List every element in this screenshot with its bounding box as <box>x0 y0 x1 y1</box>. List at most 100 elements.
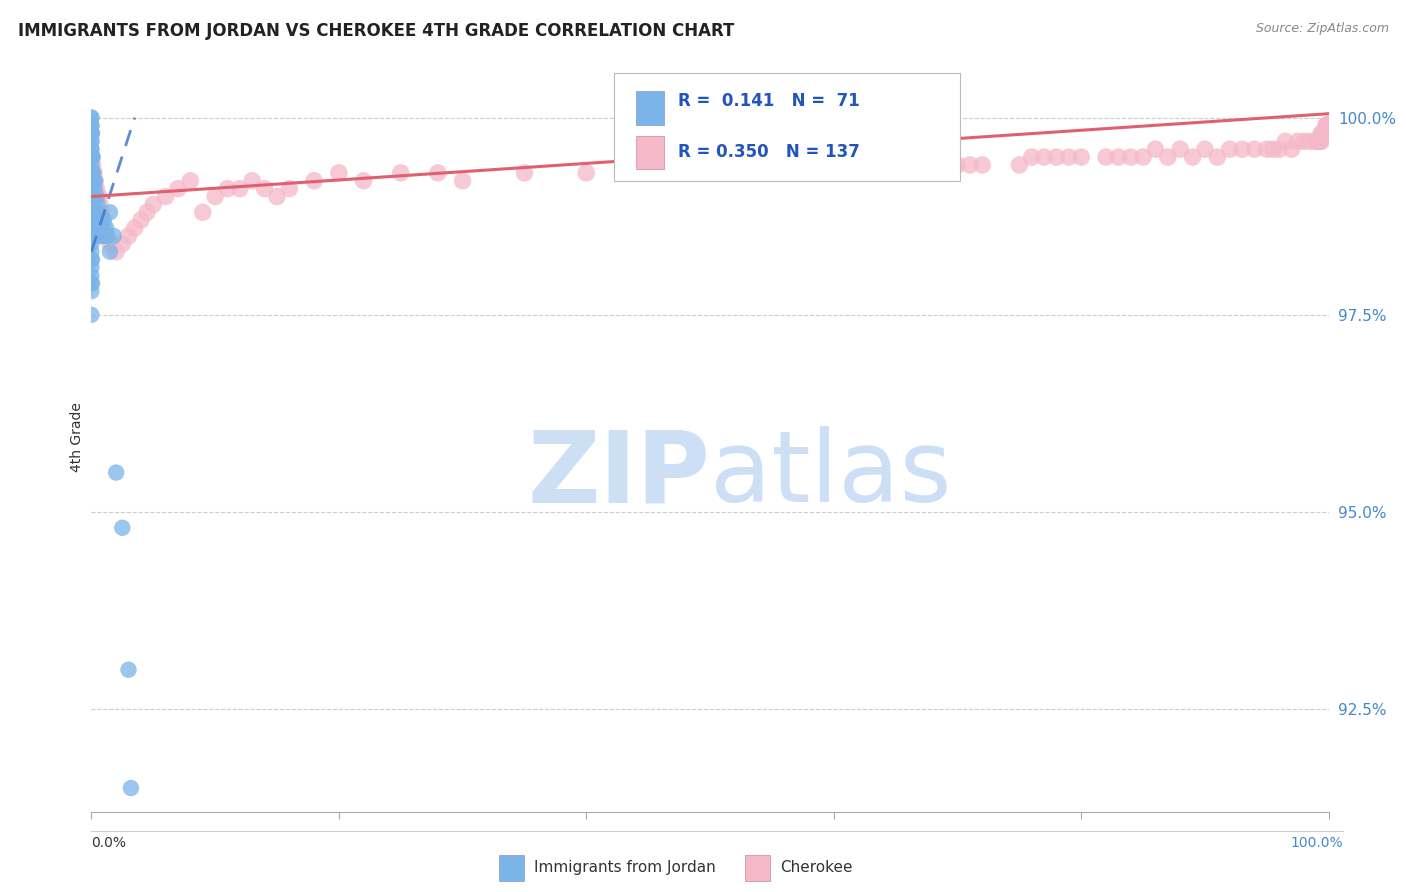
Point <box>80 174 103 188</box>
Point <box>1157 150 1180 164</box>
Point <box>1316 119 1339 133</box>
Point <box>884 158 907 172</box>
Point <box>1305 134 1327 148</box>
Point <box>921 158 943 172</box>
Point <box>82 221 104 235</box>
Point <box>84 197 107 211</box>
Point <box>1281 142 1303 156</box>
Text: IMMIGRANTS FROM JORDAN VS CHEROKEE 4TH GRADE CORRELATION CHART: IMMIGRANTS FROM JORDAN VS CHEROKEE 4TH G… <box>18 22 735 40</box>
Point <box>82 166 104 180</box>
Point <box>1310 127 1333 141</box>
Point <box>83 213 105 227</box>
Point <box>80 134 103 148</box>
Point <box>86 229 108 244</box>
Point <box>82 197 104 211</box>
Point <box>1144 142 1167 156</box>
Point <box>80 134 103 148</box>
Point <box>1315 119 1337 133</box>
Point <box>83 174 105 188</box>
Point <box>89 221 111 235</box>
Point <box>80 277 103 291</box>
Point <box>240 174 263 188</box>
Point <box>1306 134 1329 148</box>
Point <box>80 119 103 133</box>
Point <box>82 197 104 211</box>
Point <box>1316 119 1339 133</box>
Point <box>80 181 103 195</box>
Point <box>90 221 112 235</box>
Point <box>111 521 134 535</box>
Point <box>302 174 325 188</box>
Point <box>426 166 449 180</box>
Point <box>93 221 115 235</box>
Point <box>82 166 104 180</box>
Y-axis label: 4th Grade: 4th Grade <box>70 402 84 472</box>
Point <box>111 236 134 251</box>
Point <box>1261 142 1284 156</box>
Point <box>96 221 118 235</box>
Point <box>86 197 108 211</box>
Point <box>80 229 103 244</box>
Point <box>253 181 276 195</box>
Point <box>1033 150 1056 164</box>
Point <box>84 213 107 227</box>
Point <box>191 205 214 219</box>
Point <box>910 158 932 172</box>
Point <box>1286 134 1309 148</box>
Point <box>1095 150 1118 164</box>
Point <box>761 166 783 180</box>
Point <box>105 244 128 259</box>
Point <box>80 205 103 219</box>
Text: atlas: atlas <box>710 426 952 523</box>
Point <box>1316 119 1339 133</box>
Point <box>80 166 103 180</box>
Point <box>89 197 111 211</box>
Point <box>86 213 108 227</box>
Text: R = 0.350   N = 137: R = 0.350 N = 137 <box>678 143 859 161</box>
Point <box>80 158 103 172</box>
Point <box>575 166 598 180</box>
Point <box>82 197 104 211</box>
Point <box>82 181 104 195</box>
Point <box>80 189 103 203</box>
Text: Source: ZipAtlas.com: Source: ZipAtlas.com <box>1256 22 1389 36</box>
Point <box>142 197 165 211</box>
Point <box>83 205 105 219</box>
Point <box>82 166 104 180</box>
Point <box>1312 127 1334 141</box>
Point <box>103 229 125 244</box>
Point <box>82 221 104 235</box>
Point <box>167 181 190 195</box>
Point <box>1316 119 1339 133</box>
Point <box>278 181 301 195</box>
Point <box>82 205 104 219</box>
Point <box>1312 127 1334 141</box>
Point <box>80 244 103 259</box>
Point <box>1243 142 1265 156</box>
Point <box>82 174 104 188</box>
Point <box>1316 119 1339 133</box>
Point <box>823 166 845 180</box>
Point <box>1313 127 1336 141</box>
Point <box>1316 119 1339 133</box>
Point <box>1313 127 1336 141</box>
Point <box>1316 119 1339 133</box>
Point <box>451 174 474 188</box>
Point <box>83 189 105 203</box>
Point <box>1268 142 1291 156</box>
Point <box>84 205 107 219</box>
Point <box>80 268 103 283</box>
Point <box>82 205 104 219</box>
Point <box>93 229 115 244</box>
Point <box>80 252 103 267</box>
Point <box>80 284 103 298</box>
Point <box>1316 119 1339 133</box>
Point <box>179 174 201 188</box>
Point <box>83 205 105 219</box>
Point <box>89 213 111 227</box>
Point <box>83 229 105 244</box>
Point <box>98 205 121 219</box>
Point <box>80 221 103 235</box>
Point <box>1316 119 1339 133</box>
Point <box>1045 150 1067 164</box>
